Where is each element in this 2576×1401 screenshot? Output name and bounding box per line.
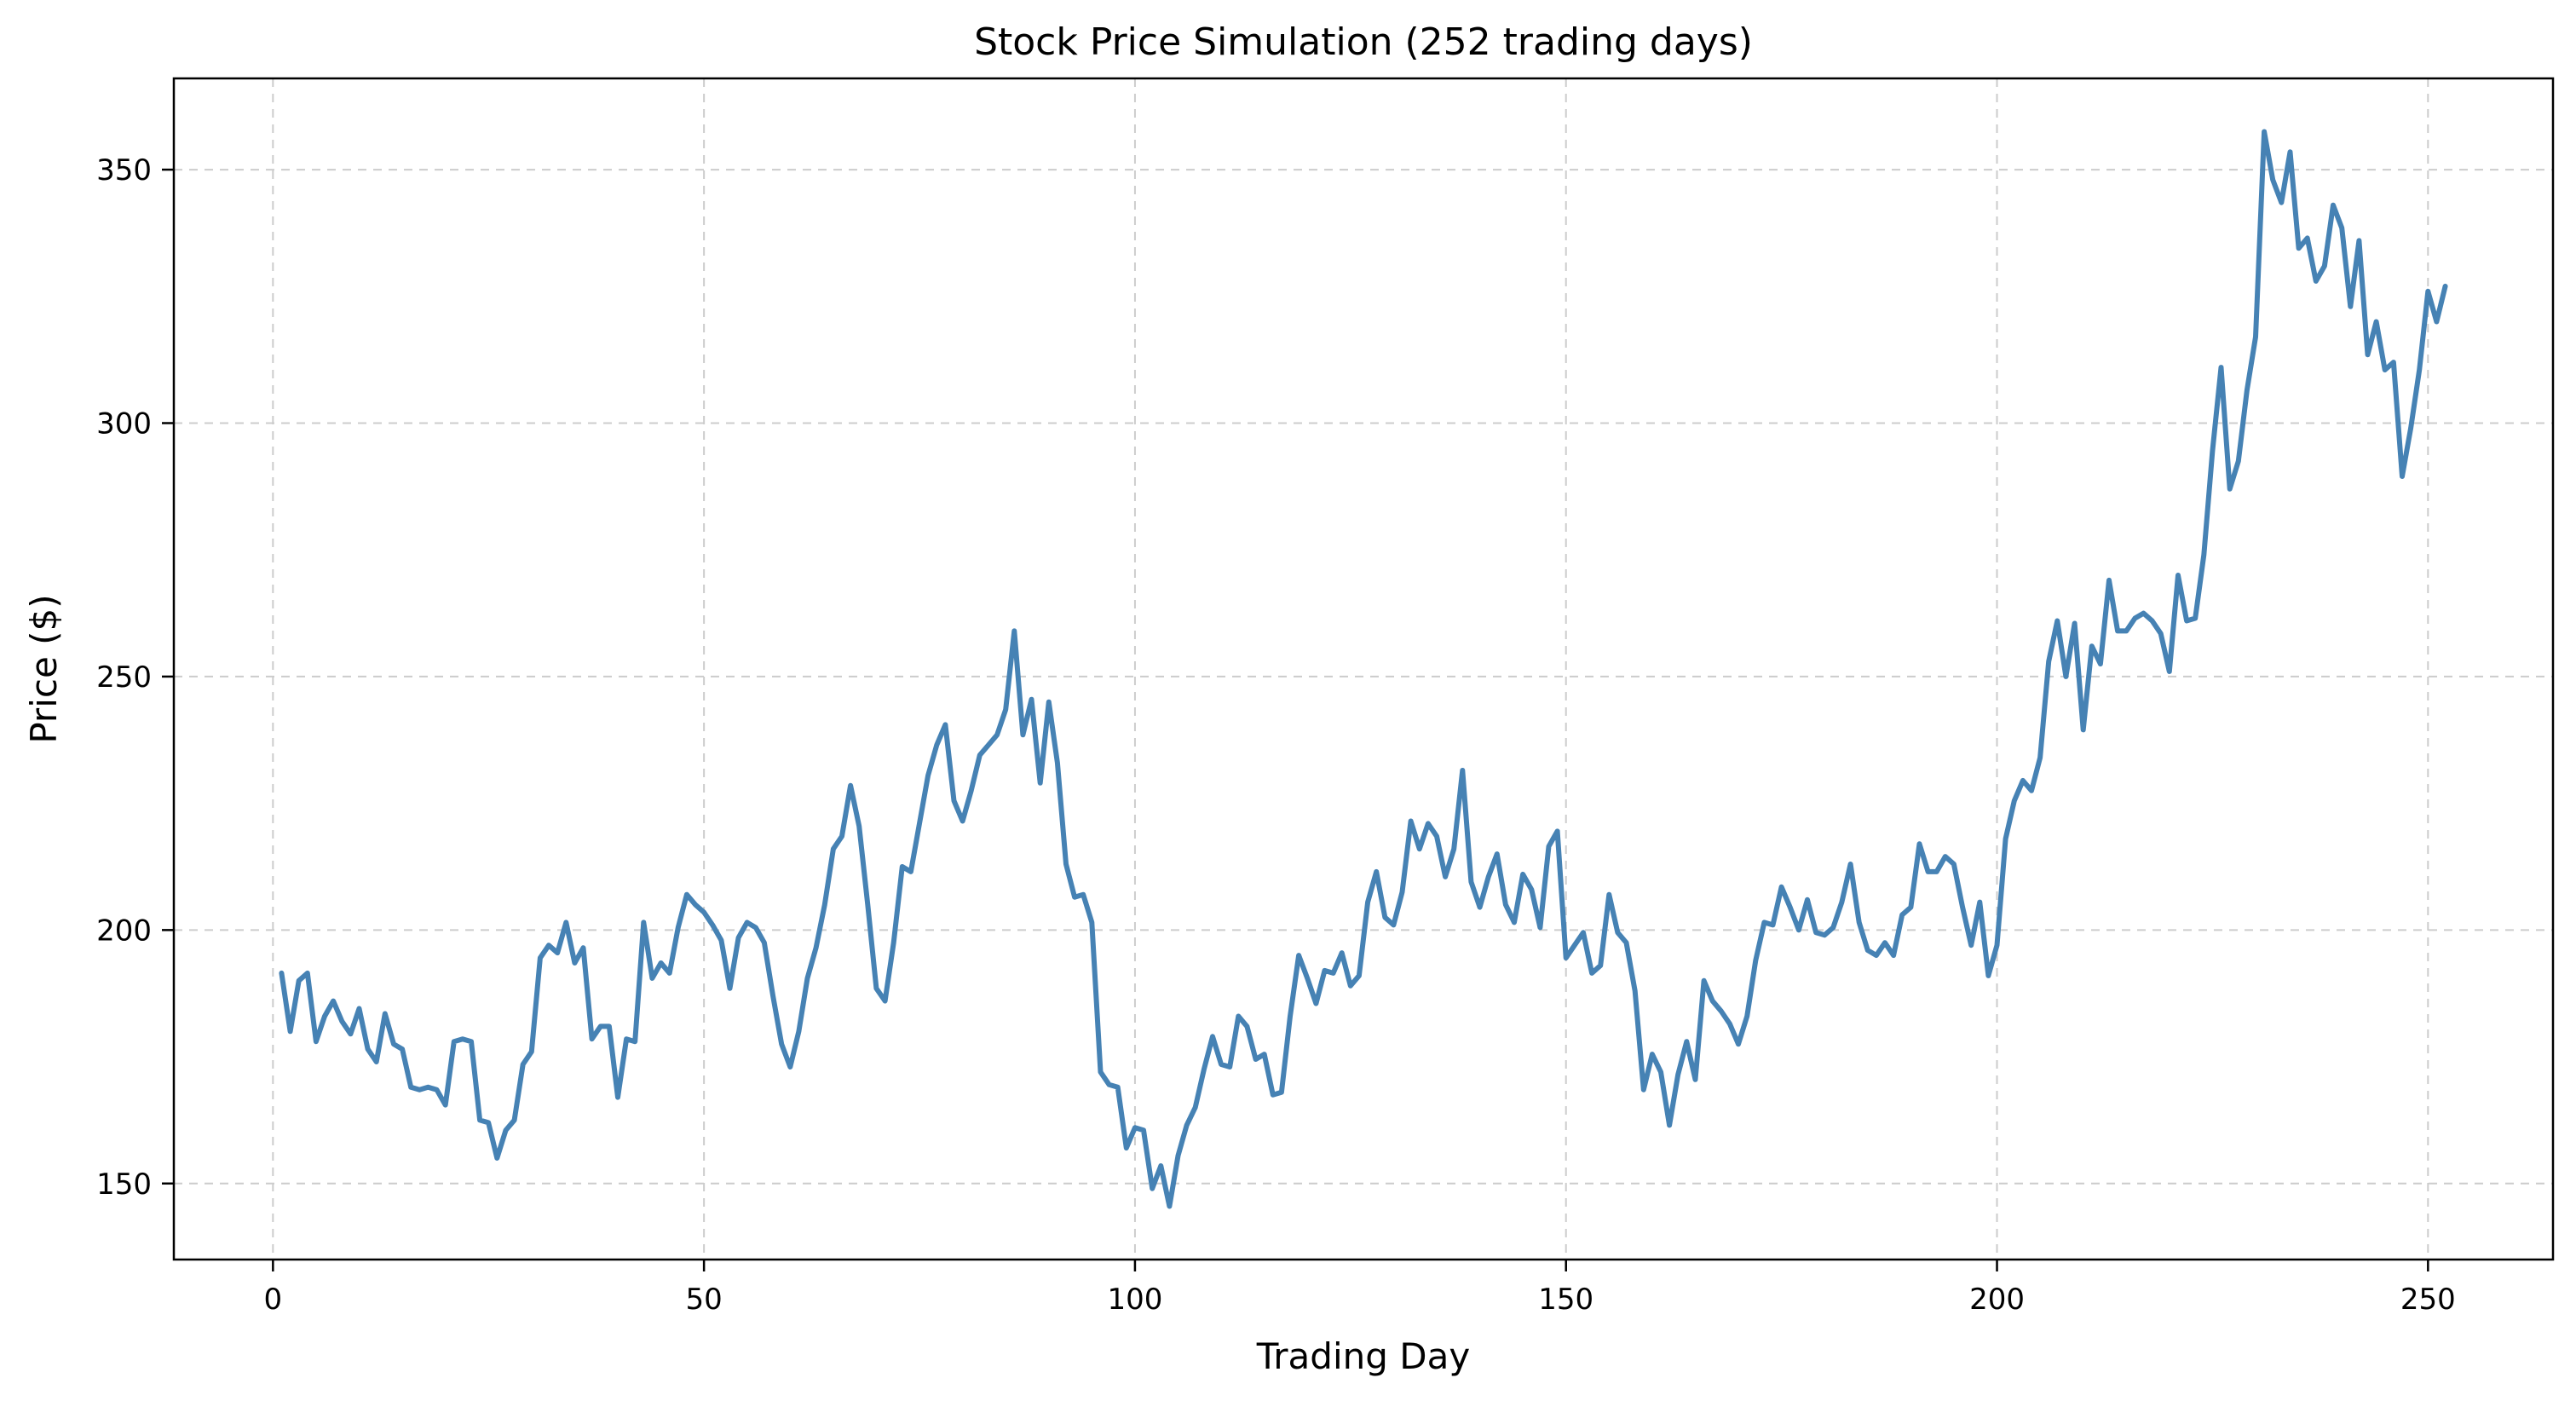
y-tick-label: 350 (96, 153, 152, 187)
grid-lines (174, 78, 2553, 1260)
y-tick-label: 300 (96, 406, 152, 441)
price-series-line (279, 129, 2448, 1209)
y-tick-label: 250 (96, 660, 152, 695)
x-axis-label: Trading Day (1256, 1335, 1470, 1377)
x-tick-label: 150 (1538, 1283, 1593, 1317)
chart-title: Stock Price Simulation (252 trading days… (974, 20, 1753, 64)
plot-frame (172, 77, 2555, 1261)
series-layer (279, 129, 2448, 1209)
y-tick-label: 150 (96, 1168, 152, 1202)
x-tick-label: 200 (1969, 1283, 2025, 1317)
axis-ticks: 0 50 100 150 200 250 150 200 250 300 350 (96, 153, 2456, 1317)
x-tick-label: 0 (264, 1283, 283, 1317)
x-tick-label: 100 (1107, 1283, 1162, 1317)
y-tick-label: 200 (96, 914, 152, 948)
x-tick-label: 50 (685, 1283, 722, 1317)
y-axis-label: Price ($) (23, 594, 65, 743)
x-tick-label: 250 (2400, 1283, 2456, 1317)
